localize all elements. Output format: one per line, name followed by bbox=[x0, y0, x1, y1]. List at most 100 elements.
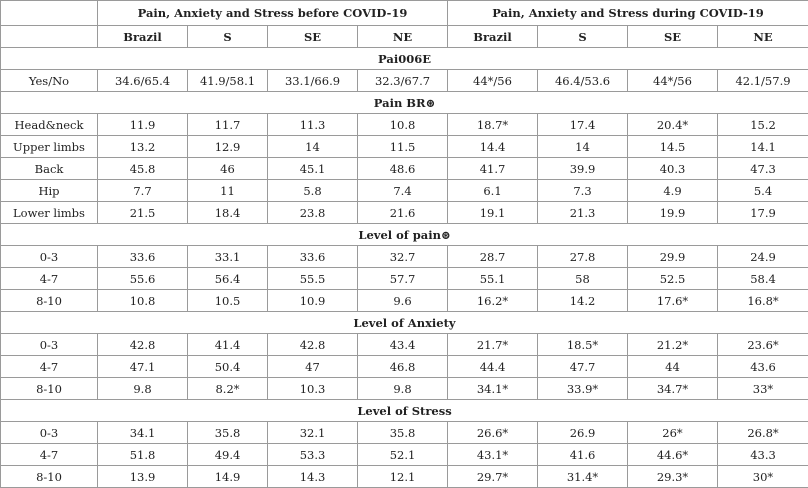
section-title: Pain BR⊛ bbox=[1, 92, 808, 114]
cell: 21.2* bbox=[628, 334, 718, 356]
cell: 5.4 bbox=[718, 180, 808, 202]
cell: 46 bbox=[188, 158, 268, 180]
cell: 10.9 bbox=[268, 290, 358, 312]
cell: 23.8 bbox=[268, 202, 358, 224]
cell: 10.5 bbox=[188, 290, 268, 312]
cell: 40.3 bbox=[628, 158, 718, 180]
cell: 10.8 bbox=[358, 114, 448, 136]
section-row: Level of pain⊛ bbox=[1, 224, 808, 246]
cell: 11.5 bbox=[358, 136, 448, 158]
row-label: 8-10 bbox=[1, 290, 98, 312]
cell: 17.9 bbox=[718, 202, 808, 224]
cell: 41.4 bbox=[188, 334, 268, 356]
section-row: Pain BR⊛ bbox=[1, 92, 808, 114]
cell: 43.6 bbox=[718, 356, 808, 378]
cell: 33.9* bbox=[538, 378, 628, 400]
cell: 41.7 bbox=[448, 158, 538, 180]
section-row: Level of Anxiety bbox=[1, 312, 808, 334]
cell: 14.9 bbox=[188, 466, 268, 488]
cell: 39.9 bbox=[538, 158, 628, 180]
cell: 21.6 bbox=[358, 202, 448, 224]
cell: 46.4/53.6 bbox=[538, 70, 628, 92]
cell: 55.5 bbox=[268, 268, 358, 290]
cell: 18.4 bbox=[188, 202, 268, 224]
cell: 26.9 bbox=[538, 422, 628, 444]
column-header: S bbox=[538, 26, 628, 48]
section-row: Pai006E bbox=[1, 48, 808, 70]
cell: 29.3* bbox=[628, 466, 718, 488]
section-row: Level of Stress bbox=[1, 400, 808, 422]
group-header: Pain, Anxiety and Stress before COVID-19 bbox=[98, 1, 448, 26]
cell: 14.2 bbox=[538, 290, 628, 312]
cell: 17.4 bbox=[538, 114, 628, 136]
cell: 27.8 bbox=[538, 246, 628, 268]
cell: 15.2 bbox=[718, 114, 808, 136]
cell: 32.1 bbox=[268, 422, 358, 444]
corner-cell bbox=[1, 26, 98, 48]
cell: 35.8 bbox=[358, 422, 448, 444]
cell: 42.1/57.9 bbox=[718, 70, 808, 92]
cell: 17.6* bbox=[628, 290, 718, 312]
cell: 10.3 bbox=[268, 378, 358, 400]
section-title: Level of pain⊛ bbox=[1, 224, 808, 246]
cell: 57.7 bbox=[358, 268, 448, 290]
cell: 42.8 bbox=[268, 334, 358, 356]
cell: 49.4 bbox=[188, 444, 268, 466]
cell: 43.1* bbox=[448, 444, 538, 466]
cell: 44 bbox=[628, 356, 718, 378]
column-header: S bbox=[188, 26, 268, 48]
cell: 47.1 bbox=[98, 356, 188, 378]
row-label: 4-7 bbox=[1, 444, 98, 466]
cell: 6.1 bbox=[448, 180, 538, 202]
row-label: 8-10 bbox=[1, 466, 98, 488]
cell: 34.6/65.4 bbox=[98, 70, 188, 92]
cell: 50.4 bbox=[188, 356, 268, 378]
cell: 12.9 bbox=[188, 136, 268, 158]
cell: 14.1 bbox=[718, 136, 808, 158]
cell: 34.1* bbox=[448, 378, 538, 400]
cell: 14.4 bbox=[448, 136, 538, 158]
cell: 24.9 bbox=[718, 246, 808, 268]
cell: 19.1 bbox=[448, 202, 538, 224]
cell: 14 bbox=[538, 136, 628, 158]
cell: 44.6* bbox=[628, 444, 718, 466]
cell: 48.6 bbox=[358, 158, 448, 180]
cell: 47.7 bbox=[538, 356, 628, 378]
cell: 21.3 bbox=[538, 202, 628, 224]
cell: 42.8 bbox=[98, 334, 188, 356]
cell: 28.7 bbox=[448, 246, 538, 268]
cell: 18.5* bbox=[538, 334, 628, 356]
cell: 18.7* bbox=[448, 114, 538, 136]
cell: 41.9/58.1 bbox=[188, 70, 268, 92]
row-label: Yes/No bbox=[1, 70, 98, 92]
cell: 32.7 bbox=[358, 246, 448, 268]
column-header: Brazil bbox=[448, 26, 538, 48]
cell: 47 bbox=[268, 356, 358, 378]
cell: 12.1 bbox=[358, 466, 448, 488]
column-header: SE bbox=[268, 26, 358, 48]
cell: 4.9 bbox=[628, 180, 718, 202]
column-header: NE bbox=[358, 26, 448, 48]
cell: 13.9 bbox=[98, 466, 188, 488]
cell: 43.4 bbox=[358, 334, 448, 356]
row-label: 8-10 bbox=[1, 378, 98, 400]
cell: 21.7* bbox=[448, 334, 538, 356]
section-title: Pai006E bbox=[1, 48, 808, 70]
cell: 45.1 bbox=[268, 158, 358, 180]
cell: 13.2 bbox=[98, 136, 188, 158]
row-label: 0-3 bbox=[1, 246, 98, 268]
cell: 9.8 bbox=[98, 378, 188, 400]
cell: 52.1 bbox=[358, 444, 448, 466]
row-label: 4-7 bbox=[1, 356, 98, 378]
cell: 26* bbox=[628, 422, 718, 444]
cell: 9.8 bbox=[358, 378, 448, 400]
